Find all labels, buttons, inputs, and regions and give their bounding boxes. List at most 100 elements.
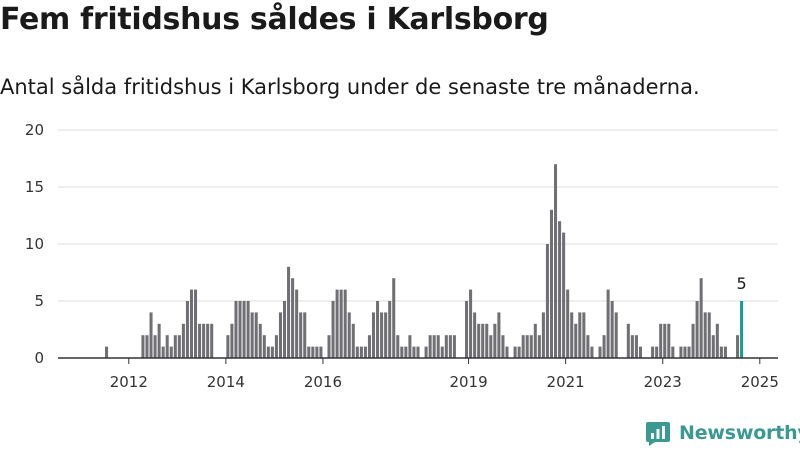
bar (392, 278, 396, 358)
bar (570, 312, 574, 358)
bar (513, 346, 517, 358)
bar (428, 335, 432, 358)
bar (497, 312, 501, 358)
bar (194, 289, 198, 358)
bar (177, 335, 181, 358)
bar (529, 335, 533, 358)
bar (371, 312, 376, 358)
bar (699, 278, 703, 358)
bar (416, 346, 420, 358)
bar (687, 346, 691, 358)
x-tick-label: 2023 (644, 373, 682, 391)
bar (590, 346, 594, 358)
bar (270, 346, 274, 358)
bar (210, 323, 214, 358)
bar (331, 301, 335, 358)
bar (667, 323, 671, 358)
bar (473, 312, 477, 358)
bar (723, 346, 727, 358)
bar (295, 289, 299, 358)
bar (574, 323, 578, 358)
bar (707, 312, 711, 358)
bar (311, 346, 315, 358)
x-tick-label: 2025 (741, 373, 779, 391)
bar (501, 335, 505, 358)
bar (517, 346, 521, 358)
y-tick-label: 20 (25, 121, 44, 139)
y-tick-label: 15 (25, 178, 44, 196)
bar (521, 335, 525, 358)
bar (230, 323, 234, 358)
bar (703, 312, 707, 358)
bar (448, 335, 452, 358)
bar (655, 346, 659, 358)
bar (602, 335, 606, 358)
bars (105, 164, 744, 358)
bar (582, 312, 586, 358)
bar (586, 335, 590, 358)
bar (481, 323, 485, 358)
bar (388, 301, 392, 358)
bar (173, 335, 177, 358)
bar (367, 335, 371, 358)
bar (307, 346, 311, 358)
bar (105, 346, 109, 358)
bar (355, 346, 359, 358)
bar (505, 346, 509, 358)
bar (598, 346, 602, 358)
bar (533, 323, 537, 358)
bar (153, 335, 157, 358)
bar (303, 312, 307, 358)
gridlines (58, 129, 778, 302)
bar (141, 335, 145, 358)
bar (562, 232, 566, 358)
newsworthy-logo: Newsworthy (645, 420, 800, 446)
bar (291, 278, 295, 358)
bar (610, 301, 614, 358)
newsworthy-logo-icon (646, 422, 670, 446)
bar (671, 346, 675, 358)
bar (274, 335, 278, 358)
bar (266, 346, 270, 358)
bar (234, 301, 238, 358)
bar (651, 346, 655, 358)
bar (614, 312, 618, 358)
bar (695, 301, 699, 358)
bar (319, 346, 323, 358)
bar (226, 335, 230, 358)
y-tick-label: 10 (25, 235, 44, 253)
bar (400, 346, 404, 358)
bar (185, 301, 189, 358)
bar (238, 301, 242, 358)
bar (465, 301, 469, 358)
bar (376, 301, 380, 358)
bar (452, 335, 456, 358)
x-tick-label: 2016 (304, 373, 342, 391)
bar (477, 323, 481, 358)
bar (659, 323, 663, 358)
bar (335, 289, 339, 358)
bar (347, 312, 351, 358)
bar (424, 346, 428, 358)
bar (278, 312, 282, 358)
bar (327, 335, 331, 358)
bar (715, 323, 719, 358)
bar (169, 346, 173, 358)
bar (412, 346, 416, 358)
bar (242, 301, 246, 358)
bar (181, 323, 185, 358)
bar (691, 323, 695, 358)
newsworthy-logo-text: Newsworthy (679, 422, 800, 444)
bar (408, 335, 412, 358)
bar (161, 346, 165, 358)
bar (189, 289, 194, 358)
bar (626, 323, 630, 358)
bar (489, 335, 493, 358)
x-axis: 2012 2014 2016 2019 2021 2023 2025 (58, 357, 779, 391)
bar (380, 312, 384, 358)
bar (630, 335, 634, 358)
bar (606, 289, 610, 358)
bar (202, 323, 206, 358)
bar (558, 221, 562, 358)
